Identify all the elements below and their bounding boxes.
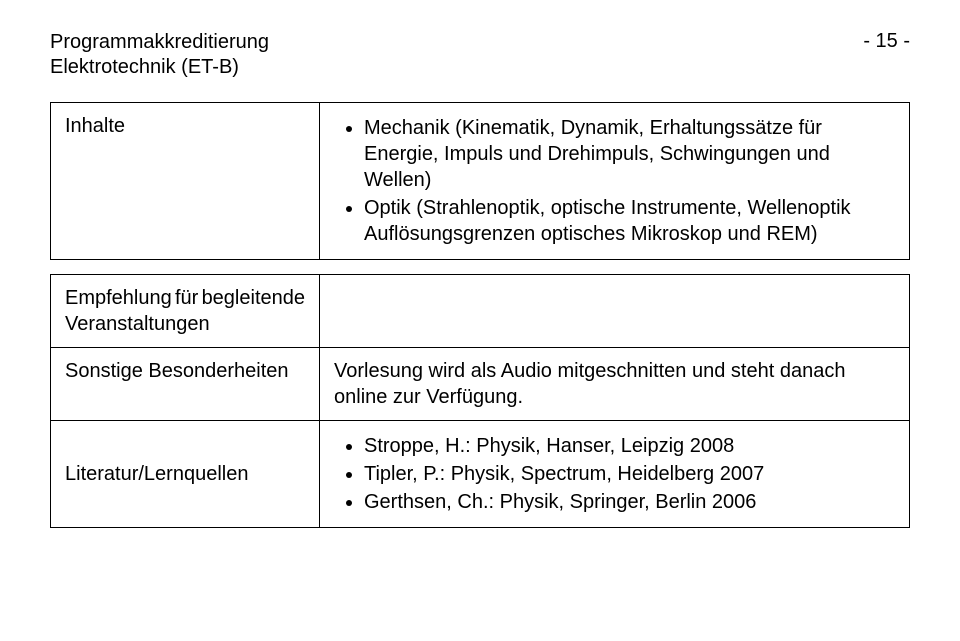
- row-empfehlung: Empfehlung für begleitende Veranstaltung…: [51, 275, 910, 348]
- cell-literatur-content: Stroppe, H.: Physik, Hanser, Leipzig 200…: [320, 421, 910, 528]
- inhalte-list: Mechanik (Kinematik, Dynamik, Erhaltungs…: [334, 115, 895, 247]
- literatur-bullet-2: Gerthsen, Ch.: Physik, Springer, Berlin …: [364, 489, 895, 515]
- cell-empfehlung-label: Empfehlung für begleitende Veranstaltung…: [51, 275, 320, 348]
- cell-sonstige-label: Sonstige Besonderheiten: [51, 348, 320, 421]
- sonstige-label: Sonstige Besonderheiten: [65, 360, 289, 382]
- empfehlung-label-p1: Empfehlung: [65, 285, 172, 311]
- inhalte-label: Inhalte: [65, 115, 125, 137]
- empfehlung-label-p3: begleitende: [202, 285, 305, 311]
- literatur-label: Literatur/Lernquellen: [65, 463, 248, 485]
- page-header: Programmakkreditierung Elektrotechnik (E…: [50, 30, 910, 80]
- empfehlung-label-p2: für: [175, 285, 198, 311]
- literatur-bullet-0: Stroppe, H.: Physik, Hanser, Leipzig 200…: [364, 433, 895, 459]
- header-title: Programmakkreditierung Elektrotechnik (E…: [50, 30, 269, 80]
- cell-inhalte-label: Inhalte: [51, 103, 320, 260]
- empfehlung-label-line2: Veranstaltungen: [65, 311, 305, 337]
- header-line1: Programmakkreditierung: [50, 30, 269, 55]
- row-sonstige: Sonstige Besonderheiten Vorlesung wird a…: [51, 348, 910, 421]
- inhalte-bullet-1: Optik (Strahlenoptik, optische Instrumen…: [364, 195, 895, 247]
- cell-empfehlung-content: [320, 275, 910, 348]
- inhalte-bullet-0: Mechanik (Kinematik, Dynamik, Erhaltungs…: [364, 115, 895, 193]
- cell-literatur-label: Literatur/Lernquellen: [51, 421, 320, 528]
- row-literatur: Literatur/Lernquellen Stroppe, H.: Physi…: [51, 421, 910, 528]
- content-table-1: Inhalte Mechanik (Kinematik, Dynamik, Er…: [50, 102, 910, 260]
- row-inhalte: Inhalte Mechanik (Kinematik, Dynamik, Er…: [51, 103, 910, 260]
- sonstige-content: Vorlesung wird als Audio mitgeschnitten …: [334, 360, 845, 408]
- header-line2: Elektrotechnik (ET-B): [50, 55, 269, 80]
- cell-sonstige-content: Vorlesung wird als Audio mitgeschnitten …: [320, 348, 910, 421]
- cell-inhalte-content: Mechanik (Kinematik, Dynamik, Erhaltungs…: [320, 103, 910, 260]
- content-table-2: Empfehlung für begleitende Veranstaltung…: [50, 274, 910, 528]
- literatur-list: Stroppe, H.: Physik, Hanser, Leipzig 200…: [334, 433, 895, 515]
- literatur-bullet-1: Tipler, P.: Physik, Spectrum, Heidelberg…: [364, 461, 895, 487]
- page-number: - 15 -: [863, 30, 910, 53]
- table-spacer: [50, 260, 910, 274]
